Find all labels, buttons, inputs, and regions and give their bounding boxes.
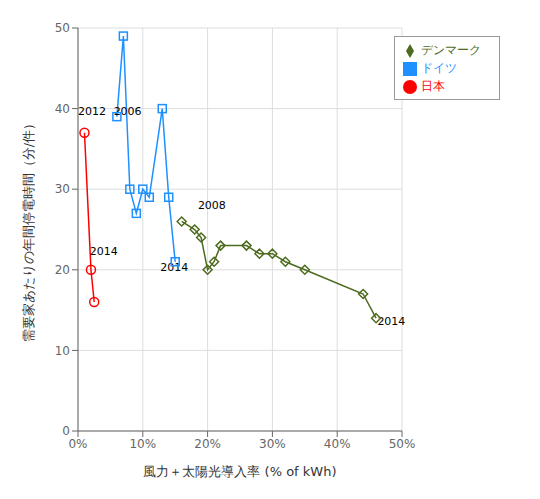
svg-text:0: 0 xyxy=(62,424,70,438)
svg-text:40%: 40% xyxy=(324,437,351,451)
svg-text:2006: 2006 xyxy=(114,105,142,118)
html-text:日本: 日本 xyxy=(421,79,445,93)
svg-text:40: 40 xyxy=(55,102,70,116)
svg-text:20: 20 xyxy=(55,263,70,277)
svg-text:2014: 2014 xyxy=(90,245,118,258)
svg-text:需要家あたりの年間停電時間（分/件）: 需要家あたりの年間停電時間（分/件） xyxy=(21,117,36,342)
svg-text:30: 30 xyxy=(55,182,70,196)
svg-text:10%: 10% xyxy=(129,437,156,451)
svg-text:2014: 2014 xyxy=(377,315,405,328)
html-text:ドイツ: ドイツ xyxy=(421,61,457,75)
html-text:デンマーク: デンマーク xyxy=(421,43,481,57)
svg-text:風力＋太陽光導入率 (% of kWh): 風力＋太陽光導入率 (% of kWh) xyxy=(143,464,336,479)
svg-text:2008: 2008 xyxy=(198,199,226,212)
svg-text:20%: 20% xyxy=(194,437,221,451)
svg-text:50: 50 xyxy=(55,21,70,35)
svg-text:2012: 2012 xyxy=(78,105,106,118)
svg-text:30%: 30% xyxy=(259,437,286,451)
svg-text:0%: 0% xyxy=(68,437,87,451)
svg-text:50%: 50% xyxy=(389,437,416,451)
svg-text:2014: 2014 xyxy=(160,261,188,274)
svg-text:10: 10 xyxy=(55,344,70,358)
